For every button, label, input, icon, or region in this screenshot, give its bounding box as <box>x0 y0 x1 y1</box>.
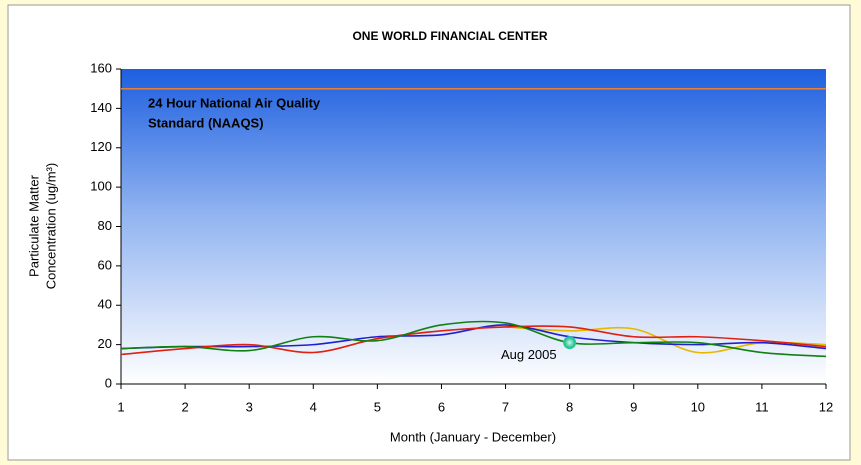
highlight-point <box>563 336 577 350</box>
chart-title: ONE WORLD FINANCIAL CENTER <box>352 29 547 43</box>
x-tick-label: 2 <box>181 399 188 414</box>
x-tick-label: 4 <box>310 399 317 414</box>
plot-area <box>121 69 826 384</box>
y-tick-label: 140 <box>90 100 112 115</box>
x-tick-label: 7 <box>502 399 509 414</box>
y-tick-label: 60 <box>98 257 112 272</box>
x-tick-label: 11 <box>755 399 769 414</box>
y-axis-label-line: Concentration (ug/m³) <box>43 163 58 289</box>
y-tick-label: 20 <box>98 336 112 351</box>
x-tick-label: 9 <box>630 399 637 414</box>
reference-label: Standard (NAAQS) <box>148 115 264 130</box>
reference-label: 24 Hour National Air Quality <box>148 95 321 110</box>
y-tick-label: 100 <box>90 179 112 194</box>
x-tick-label: 3 <box>246 399 253 414</box>
x-tick-label: 6 <box>438 399 445 414</box>
y-tick-label: 0 <box>105 375 112 390</box>
x-axis-label: Month (January - December) <box>390 429 556 444</box>
y-tick-label: 120 <box>90 139 112 154</box>
x-tick-label: 5 <box>374 399 381 414</box>
y-axis-label-line: Particulate Matter <box>26 174 41 277</box>
y-axis-label: Particulate Matter Concentration (ug/m³) <box>26 163 58 289</box>
y-tick-label: 40 <box>98 297 112 312</box>
x-tick-label: 12 <box>819 399 833 414</box>
series-line <box>120 320 827 358</box>
x-tick-label: 8 <box>566 399 573 414</box>
y-tick-label: 160 <box>90 60 112 75</box>
series-line <box>120 325 827 356</box>
x-tick-label: 10 <box>691 399 705 414</box>
y-tick-label: 80 <box>98 218 112 233</box>
highlight-label: Aug 2005 <box>501 347 557 362</box>
x-tick-label: 1 <box>117 399 124 414</box>
